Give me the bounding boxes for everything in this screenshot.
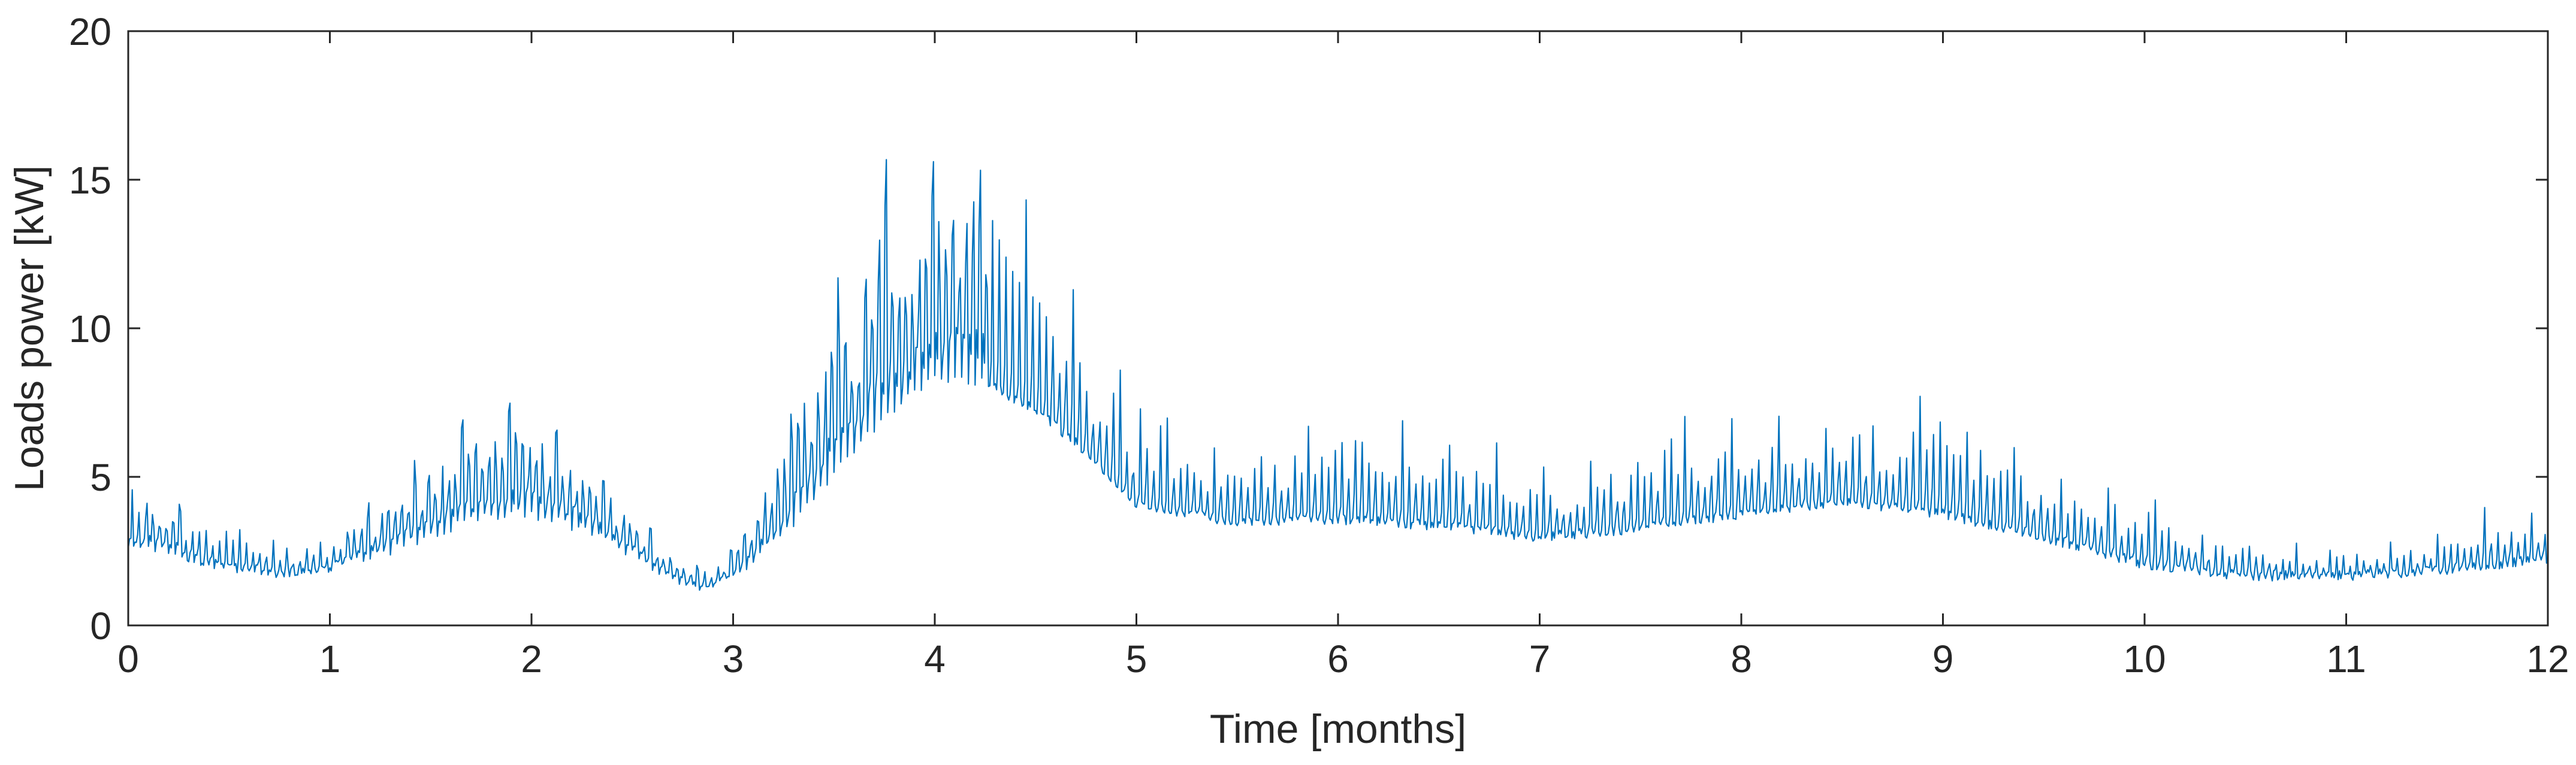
x-tick-label: 4 [924,637,946,681]
y-tick-label: 20 [69,10,111,53]
axes-box [127,30,2549,627]
x-tick-label: 11 [2326,637,2366,681]
x-tick-label: 6 [1327,637,1349,681]
x-tick-label: 7 [1529,637,1551,681]
x-axis-label: Time [months] [1210,706,1466,752]
x-tick-label: 10 [2123,637,2166,681]
y-axis-label: Loads power [kW] [7,165,52,491]
x-tick-label: 0 [117,637,139,681]
x-tick-label: 3 [723,637,744,681]
y-tick-label: 10 [69,307,111,350]
x-tick-label: 2 [521,637,542,681]
y-tick-label: 0 [90,604,111,648]
x-tick-label: 8 [1731,637,1752,681]
y-tick-label: 15 [69,159,111,202]
y-tick-label: 5 [90,456,111,499]
x-tick-label: 12 [2526,637,2569,681]
series-line-loads-power [127,159,2548,591]
x-tick-label: 1 [319,637,341,681]
x-tick-label: 5 [1126,637,1147,681]
plot-area [127,159,2548,591]
x-tick-label: 9 [1932,637,1954,681]
